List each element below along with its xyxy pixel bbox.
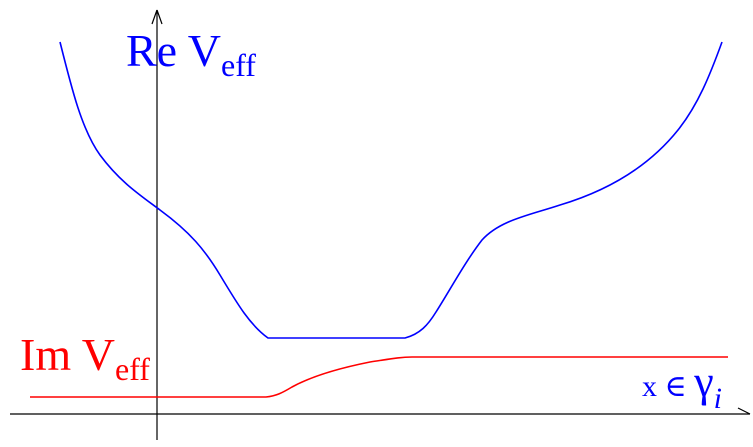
- x-axis-label-gamma: γ: [693, 357, 713, 406]
- re-veff-curve: [59, 41, 723, 339]
- im-veff-subscript: eff: [115, 351, 150, 387]
- y-axis-arrow-right: [156, 9, 163, 25]
- x-axis-label: x ∈ γi: [642, 357, 722, 415]
- x-axis-tick: [737, 407, 751, 415]
- re-veff-label: Re Veff: [126, 25, 256, 83]
- y-axis-arrow-left: [151, 9, 158, 25]
- im-veff-prefix: Im V: [20, 329, 115, 380]
- x-axis-label-subscript: i: [714, 382, 722, 415]
- im-veff-curve: [30, 356, 728, 398]
- re-veff-subscript: eff: [221, 47, 256, 83]
- im-veff-label: Im Veff: [20, 329, 150, 387]
- re-veff-prefix: Re V: [126, 25, 221, 76]
- x-axis: [10, 407, 751, 415]
- x-axis-label-prefix: x ∈: [642, 370, 694, 403]
- y-axis: [151, 9, 163, 440]
